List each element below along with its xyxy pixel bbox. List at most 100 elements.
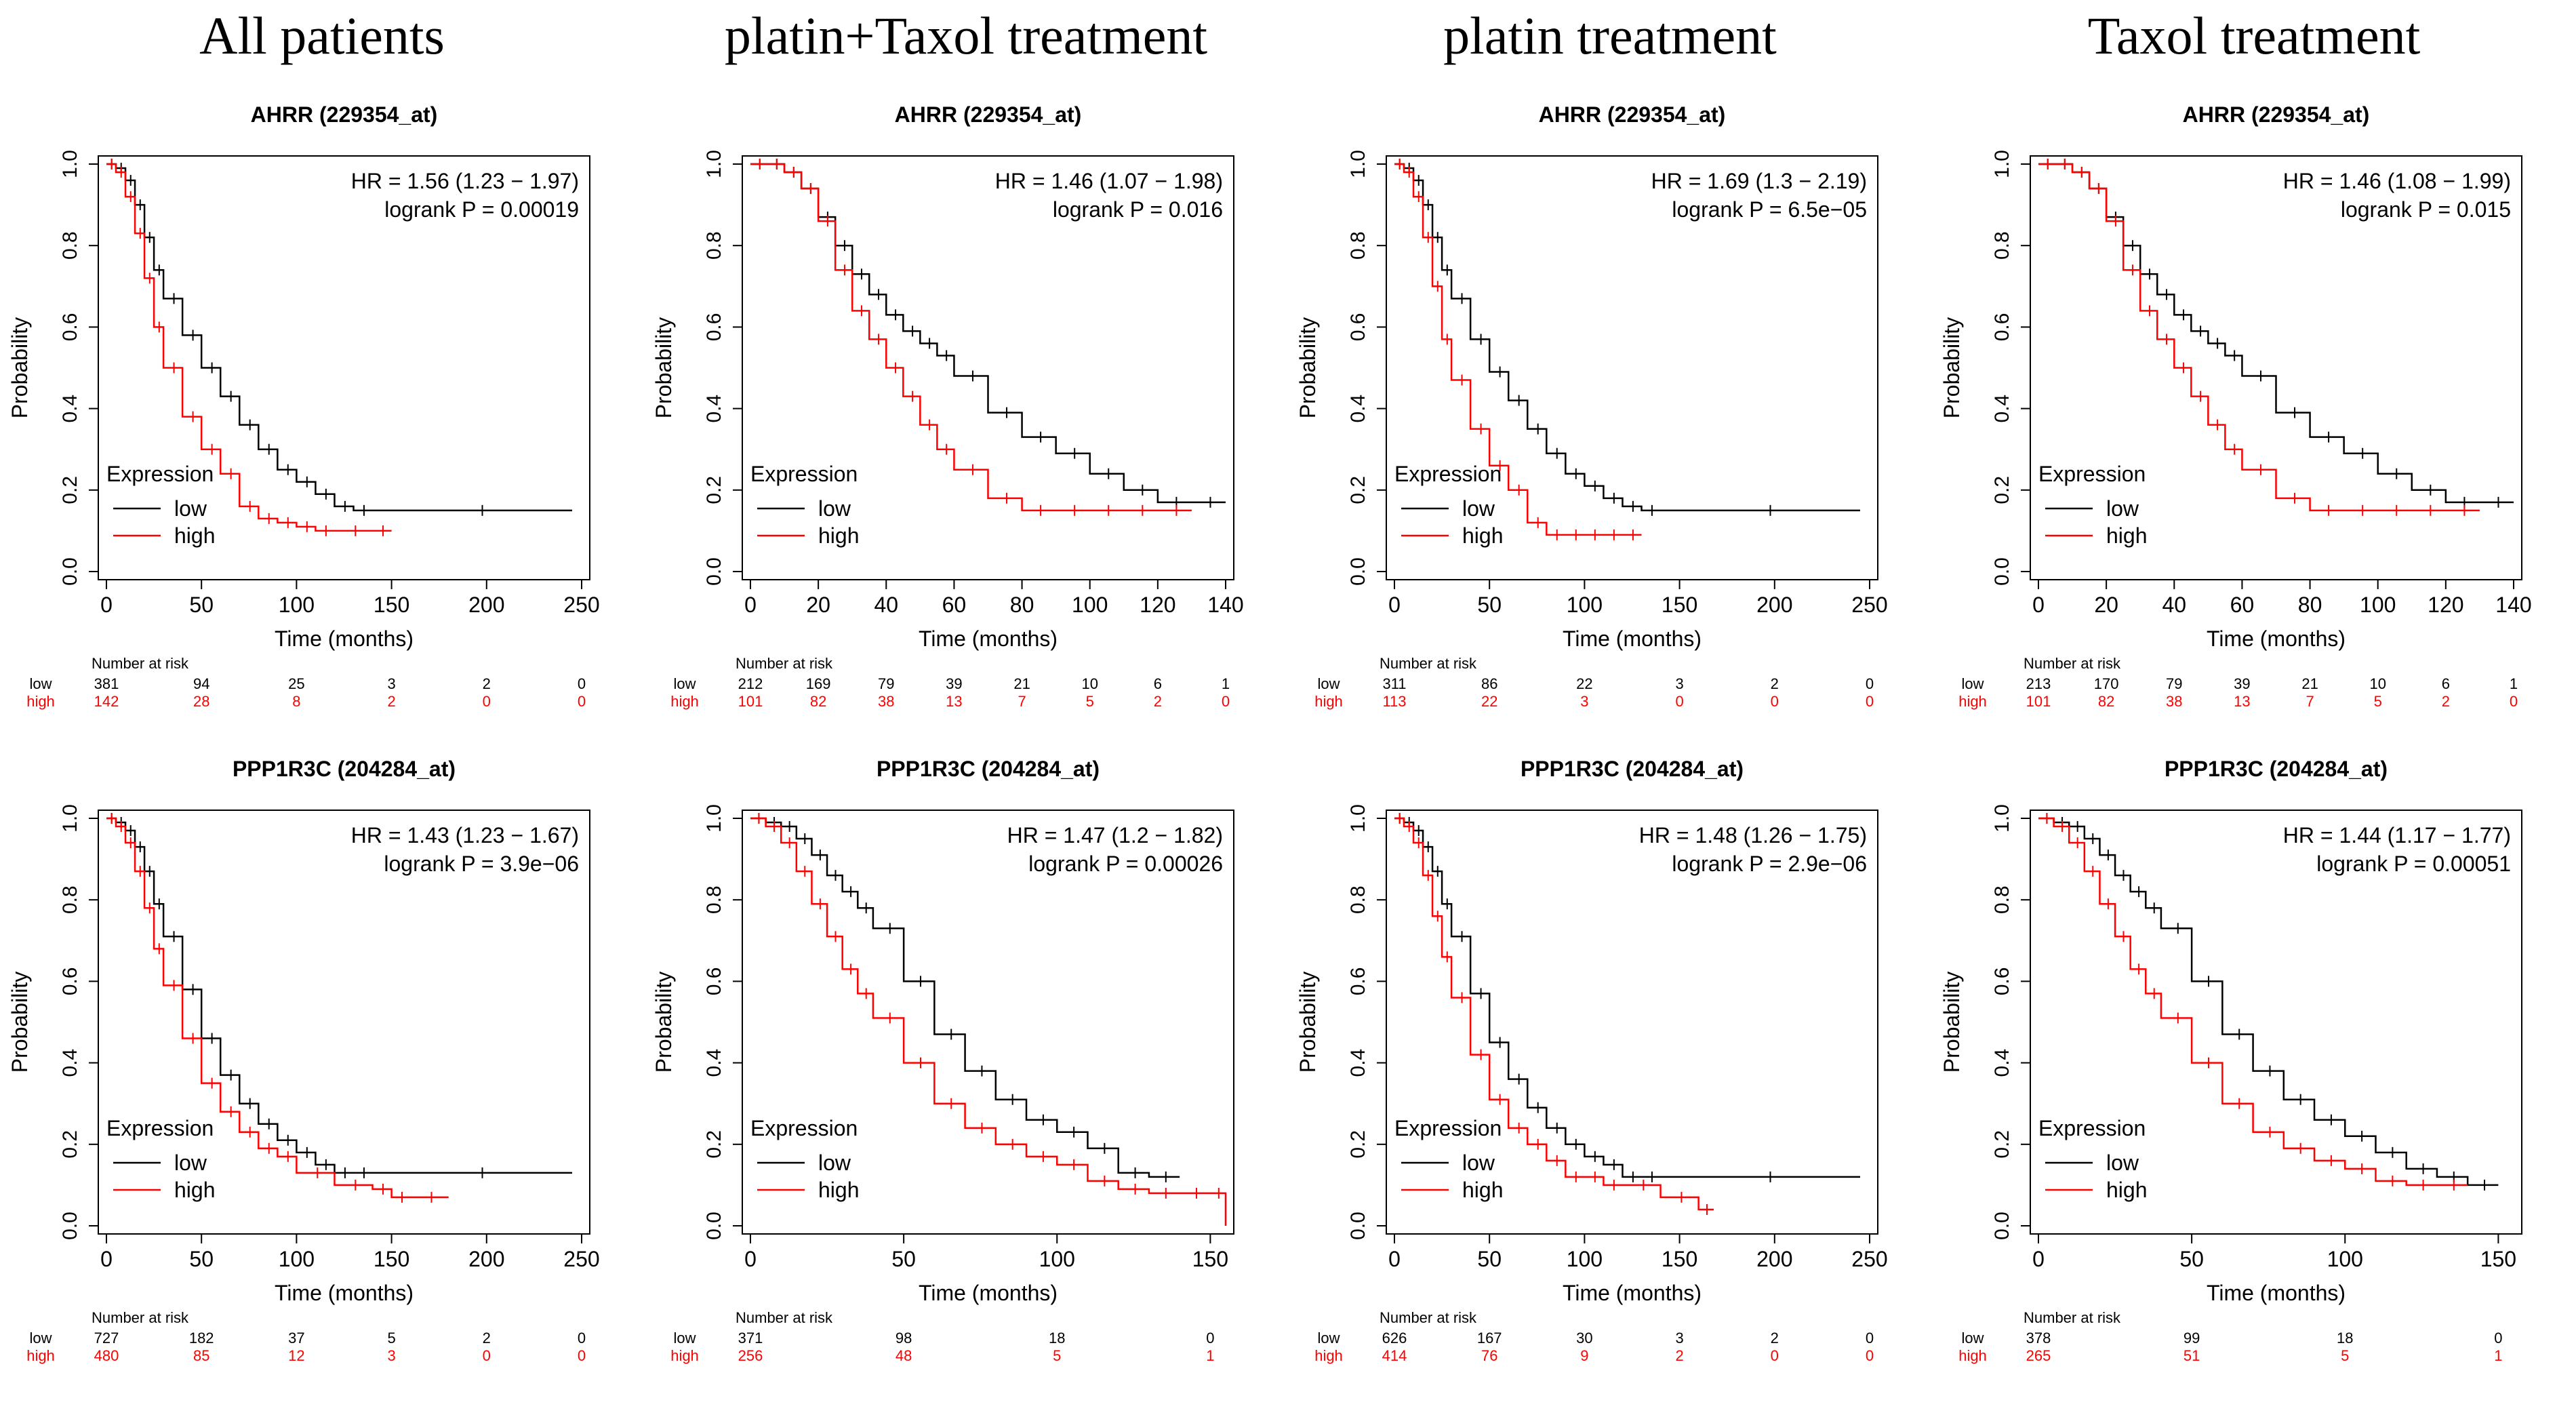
hazard-ratio-text: HR = 1.44 (1.17 − 1.77) xyxy=(2283,823,2511,847)
risk-count-high: 0 xyxy=(483,693,491,710)
risk-count-low: 213 xyxy=(2026,675,2051,692)
risk-count-high: 82 xyxy=(2098,693,2114,710)
risk-count-low: 18 xyxy=(1049,1330,1065,1346)
y-tick-label: 0.8 xyxy=(59,231,81,260)
risk-count-high: 5 xyxy=(2374,693,2382,710)
risk-count-high: 142 xyxy=(94,693,119,710)
risk-count-low: 2 xyxy=(1771,1330,1779,1346)
risk-count-high: 414 xyxy=(1382,1347,1407,1364)
risk-row-label-low: low xyxy=(29,1330,52,1346)
km-chart-svg: PPP1R3C (204284_at) 0.0 0.2 0.4 0.6 0.8 1.0 Pro… xyxy=(1939,757,2522,1364)
x-tick-label: 60 xyxy=(2230,593,2255,617)
x-tick-label: 0 xyxy=(2032,593,2045,617)
x-tick-label: 200 xyxy=(1756,1247,1792,1271)
km-panel-ppp1r3c-platin-taxol: PPP1R3C (204284_at) 0.0 0.2 0.4 0.6 0.8 1.0 Pro… xyxy=(644,736,1288,1414)
risk-count-high: 3 xyxy=(387,1347,395,1364)
km-chart-svg: PPP1R3C (204284_at) 0.0 0.2 0.4 0.6 0.8 1.0 Pro… xyxy=(651,757,1234,1364)
risk-count-high: 12 xyxy=(288,1347,304,1364)
y-tick-label: 0.6 xyxy=(1347,313,1369,342)
risk-count-low: 6 xyxy=(2442,675,2450,692)
km-chart-svg: AHRR (229354_at) 0.0 0.2 0.4 0.6 0.8 1.0 Probab… xyxy=(651,102,1244,710)
x-tick-label: 150 xyxy=(374,1247,409,1271)
column-title-taxol: Taxol treatment xyxy=(2087,6,2421,65)
column-title-platin: platin treatment xyxy=(1443,6,1777,65)
risk-row-label-high: high xyxy=(670,693,699,710)
y-axis-label: Probability xyxy=(1295,972,1320,1073)
risk-count-low: 22 xyxy=(1576,675,1592,692)
x-tick-label: 100 xyxy=(1039,1247,1075,1271)
risk-count-high: 2 xyxy=(1154,693,1162,710)
x-tick-label: 150 xyxy=(1192,1247,1228,1271)
legend-label-high: high xyxy=(2106,1178,2148,1202)
risk-count-high: 0 xyxy=(1866,693,1874,710)
x-tick-label: 50 xyxy=(189,593,214,617)
risk-count-high: 0 xyxy=(483,1347,491,1364)
x-tick-label: 140 xyxy=(2495,593,2531,617)
x-tick-label: 0 xyxy=(2032,1247,2045,1271)
risk-count-low: 39 xyxy=(2234,675,2250,692)
hazard-ratio-text: HR = 1.48 (1.26 − 1.75) xyxy=(1639,823,1867,847)
risk-count-high: 7 xyxy=(1018,693,1026,710)
y-tick-label: 0.2 xyxy=(1347,1130,1369,1159)
legend-label-low: low xyxy=(1462,1151,1495,1175)
km-chart-svg: PPP1R3C (204284_at) 0.0 0.2 0.4 0.6 0.8 1.0 Pro… xyxy=(1295,757,1888,1364)
risk-count-low: 381 xyxy=(94,675,119,692)
y-tick-label: 0.4 xyxy=(703,1049,725,1077)
y-tick-label: 0.2 xyxy=(1991,476,2013,504)
y-tick-label: 1.0 xyxy=(59,150,81,178)
x-axis-label: Time (months) xyxy=(2207,1281,2346,1305)
logrank-p-text: logrank P = 6.5e−05 xyxy=(1672,197,1867,222)
y-tick-label: 1.0 xyxy=(703,804,725,833)
x-tick-label: 100 xyxy=(1567,593,1603,617)
risk-count-high: 85 xyxy=(193,1347,209,1364)
y-tick-label: 0.4 xyxy=(1991,395,2013,423)
risk-count-high: 2 xyxy=(1675,1347,1683,1364)
survival-curve-high xyxy=(1394,817,1714,1211)
x-tick-label: 50 xyxy=(891,1247,916,1271)
risk-count-low: 0 xyxy=(1206,1330,1214,1346)
x-tick-label: 100 xyxy=(279,1247,315,1271)
risk-row-label-high: high xyxy=(1314,693,1343,710)
risk-count-low: 1 xyxy=(2510,675,2518,692)
legend-title: Expression xyxy=(106,462,214,486)
gene-title: PPP1R3C (204284_at) xyxy=(233,757,456,781)
plot-frame xyxy=(1386,155,1878,580)
x-axis-label: Time (months) xyxy=(2207,626,2346,651)
risk-count-low: 371 xyxy=(738,1330,763,1346)
risk-count-high: 9 xyxy=(1580,1347,1588,1364)
number-at-risk-title: Number at risk xyxy=(2024,1309,2121,1326)
x-tick-label: 200 xyxy=(468,1247,504,1271)
x-tick-label: 0 xyxy=(744,593,757,617)
plot-frame xyxy=(2030,155,2522,580)
x-tick-label: 100 xyxy=(2327,1247,2363,1271)
x-axis-label: Time (months) xyxy=(919,1281,1058,1305)
risk-count-low: 0 xyxy=(2494,1330,2502,1346)
x-tick-label: 80 xyxy=(1010,593,1034,617)
survival-curve-low xyxy=(106,817,572,1174)
risk-row-label-high: high xyxy=(1314,1347,1343,1364)
risk-count-low: 94 xyxy=(193,675,209,692)
x-tick-label: 150 xyxy=(1662,593,1697,617)
risk-count-high: 82 xyxy=(810,693,826,710)
x-tick-label: 0 xyxy=(100,1247,113,1271)
risk-count-high: 0 xyxy=(2510,693,2518,710)
x-tick-label: 0 xyxy=(1388,1247,1401,1271)
logrank-p-text: logrank P = 0.016 xyxy=(1053,197,1223,222)
risk-count-high: 5 xyxy=(1086,693,1094,710)
km-panel-ahrr-platin: AHRR (229354_at) 0.0 0.2 0.4 0.6 0.8 1.0 Probab… xyxy=(1288,81,1932,759)
survival-curve-high xyxy=(750,163,1192,512)
risk-count-low: 169 xyxy=(806,675,831,692)
column-title-platin-taxol: platin+Taxol treatment xyxy=(724,6,1208,65)
risk-count-high: 2 xyxy=(2442,693,2450,710)
risk-count-low: 25 xyxy=(288,675,304,692)
risk-count-low: 98 xyxy=(895,1330,912,1346)
gene-title: AHRR (229354_at) xyxy=(251,102,438,127)
risk-count-low: 0 xyxy=(1866,675,1874,692)
x-tick-label: 250 xyxy=(1851,593,1887,617)
x-axis-label: Time (months) xyxy=(919,626,1058,651)
risk-count-low: 212 xyxy=(738,675,763,692)
survival-curve-low xyxy=(1394,817,1860,1178)
risk-count-high: 5 xyxy=(1053,1347,1061,1364)
survival-curve-high xyxy=(2038,817,2468,1186)
legend-label-high: high xyxy=(818,1178,860,1202)
